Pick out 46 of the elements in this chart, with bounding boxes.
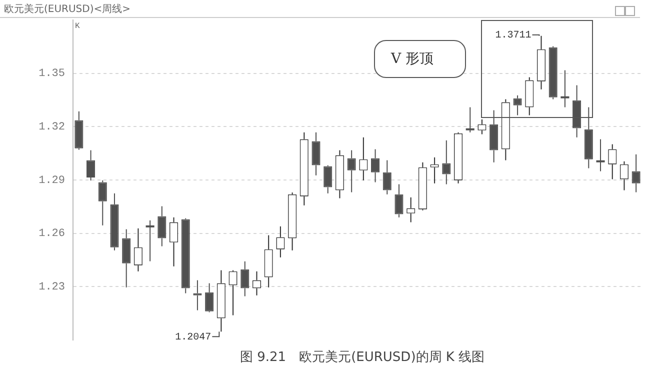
candlestick (382, 160, 392, 195)
candlestick (394, 184, 404, 218)
candlestick (300, 132, 308, 206)
caption: 图 9.21 欧元美元(EURUSD)的周 K 线图 (240, 349, 485, 366)
annotation: 1.3711 (495, 30, 532, 42)
candlestick (240, 260, 250, 297)
y-tick-label: 1.26 (38, 228, 65, 240)
chart-title: 欧元美元(EURUSD)<周线> (4, 2, 131, 16)
candlestick (536, 35, 546, 90)
candlestick (264, 234, 273, 288)
candlestick (169, 216, 178, 267)
candlestick (608, 144, 617, 180)
candlestick (134, 228, 142, 272)
candlestick (181, 218, 190, 294)
candlestick (312, 132, 320, 176)
candlestick (548, 46, 558, 100)
candlestick (98, 180, 107, 226)
candlestick (288, 192, 297, 251)
candlestick (430, 156, 439, 184)
candlestick (454, 132, 463, 184)
candlestick (122, 228, 131, 288)
candlestick (490, 110, 498, 163)
candlestick (501, 98, 510, 161)
candlestick (584, 106, 593, 169)
y-tick-label: 1.29 (38, 174, 65, 187)
candlestick (620, 160, 628, 191)
candlestick (525, 76, 534, 116)
candlestick (193, 280, 202, 311)
candlestick (572, 84, 582, 138)
candlestick (418, 162, 427, 211)
candlestick (513, 94, 522, 116)
annotation: 1.2047 (175, 332, 212, 344)
annotation: V 形顶 (391, 50, 434, 68)
candlestick (86, 150, 96, 182)
candlestick (110, 192, 119, 251)
y-tick-label: 1.32 (38, 122, 65, 134)
candlestick (324, 164, 332, 194)
candlestick (216, 270, 226, 332)
candlestick (74, 110, 84, 150)
y-axis-title: K (75, 22, 80, 32)
candlestick (335, 150, 344, 199)
candlestick (158, 206, 166, 247)
candlestick (205, 282, 214, 313)
y-tick-label: 1.35 (38, 68, 65, 80)
y-tick-label: 1.23 (38, 282, 65, 294)
speech-bubble-callout: V 形顶 (374, 40, 466, 78)
